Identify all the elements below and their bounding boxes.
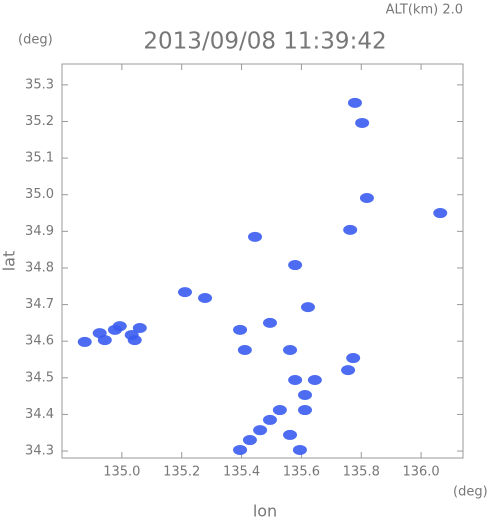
radar-echo	[262, 414, 277, 425]
altitude-label: ALT(km) 2.0	[386, 3, 463, 18]
radar-echo	[262, 317, 277, 328]
radar-echo	[283, 429, 298, 440]
radar-echo	[272, 405, 287, 416]
y-tick-label: 34.3	[25, 444, 54, 459]
radar-echo	[248, 231, 263, 242]
y-tick-label: 34.7	[25, 297, 54, 312]
x-tick-label: 135.6	[283, 465, 320, 480]
radar-echo	[127, 335, 142, 346]
radar-echo	[132, 323, 147, 334]
radar-echo	[242, 435, 257, 446]
x-tick-label: 135.4	[223, 465, 260, 480]
x-axis-label: lon	[253, 502, 277, 521]
radar-echo	[97, 335, 112, 346]
x-tick-label: 135.2	[163, 465, 200, 480]
radar-echo	[77, 336, 92, 347]
x-tick-label: 135.8	[343, 465, 380, 480]
radar-echo	[307, 375, 322, 386]
radar-echo	[288, 375, 303, 386]
radar-echo	[198, 292, 213, 303]
radar-echo	[347, 97, 362, 108]
y-tick-label: 35.0	[25, 187, 54, 202]
y-unit: (deg)	[18, 33, 53, 48]
x-tick-label: 135.0	[103, 465, 140, 480]
radar-echo	[233, 324, 248, 335]
radar-echo	[233, 444, 248, 455]
radar-echo	[297, 390, 312, 401]
radar-echo	[292, 444, 307, 455]
radar-echo	[355, 117, 370, 128]
radar-echo	[288, 260, 303, 271]
y-tick-label: 34.5	[25, 370, 54, 385]
radar-echo	[300, 302, 315, 313]
plot-frame	[61, 63, 464, 459]
y-tick-label: 34.9	[25, 224, 54, 239]
radar-echo	[237, 344, 252, 355]
chart-title: 2013/09/08 11:39:42	[143, 29, 386, 55]
y-tick-label: 34.8	[25, 260, 54, 275]
x-tick-label: 136.0	[402, 465, 439, 480]
y-tick-label: 35.1	[25, 151, 54, 166]
radar-echo	[112, 321, 127, 332]
radar-echo	[283, 344, 298, 355]
radar-echo	[359, 193, 374, 204]
y-tick-label: 34.6	[25, 334, 54, 349]
radar-echo	[346, 353, 361, 364]
radar-echo	[341, 365, 356, 376]
y-tick-label: 34.4	[25, 407, 54, 422]
radar-echo	[253, 425, 268, 436]
radar-echo	[177, 287, 192, 298]
y-tick-label: 35.3	[25, 77, 54, 92]
radar-echo	[297, 405, 312, 416]
y-tick-label: 35.2	[25, 114, 54, 129]
y-axis-label: lat	[0, 251, 19, 272]
radar-echo	[343, 224, 358, 235]
x-unit: (deg)	[453, 485, 488, 500]
radar-echo	[433, 208, 448, 219]
